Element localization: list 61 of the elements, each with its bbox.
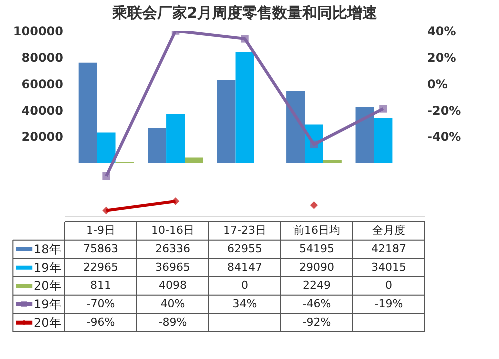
data-label: -96% xyxy=(86,316,116,329)
y2-tick-label: 20% xyxy=(428,50,456,65)
y2-tick-label: 40% xyxy=(428,24,456,38)
x-tick-label: 10-16日 xyxy=(152,224,194,238)
data-label: 34% xyxy=(232,298,258,310)
bar xyxy=(236,52,254,164)
point xyxy=(310,202,318,210)
data-label: 22965 xyxy=(84,260,118,274)
legend-label: 19年 xyxy=(34,298,62,312)
bar xyxy=(148,128,167,164)
data-label: 40% xyxy=(160,298,186,310)
data-label: 2249 xyxy=(303,279,331,292)
data-label: 34015 xyxy=(372,260,406,274)
y-tick-label: 20000 xyxy=(22,130,64,144)
x-tick-label: 1-9日 xyxy=(86,224,116,238)
data-label: -46% xyxy=(302,298,332,310)
data-label: 54195 xyxy=(300,242,334,256)
bar xyxy=(217,80,236,164)
legend-label: 20年 xyxy=(34,279,62,294)
y-tick-label: 60000 xyxy=(22,77,64,92)
point xyxy=(102,172,110,180)
data-label: 4098 xyxy=(159,279,187,292)
data-label: -92% xyxy=(302,316,332,329)
bar xyxy=(166,114,185,164)
point xyxy=(380,105,388,113)
bar xyxy=(97,132,116,164)
data-label: 811 xyxy=(90,279,112,292)
point xyxy=(310,140,318,149)
bar xyxy=(78,62,98,164)
y-tick-label: 100000 xyxy=(13,24,64,38)
y-tick-label: 80000 xyxy=(22,50,64,65)
data-label: 62955 xyxy=(228,242,262,256)
data-label: 0 xyxy=(242,279,248,292)
data-label: 75863 xyxy=(84,242,118,256)
y2-tick-label: 0% xyxy=(428,77,448,92)
data-label: 36965 xyxy=(156,260,190,274)
data-label: 84147 xyxy=(228,260,262,274)
x-tick-label: 前16日均 xyxy=(294,224,340,238)
legend-label: 19年 xyxy=(34,260,62,275)
x-tick-label: 全月度 xyxy=(372,224,406,238)
bar xyxy=(323,160,342,164)
bar xyxy=(185,158,204,164)
legend-label: 18年 xyxy=(34,242,62,256)
y-tick-label: 40000 xyxy=(22,104,64,118)
data-label: 0 xyxy=(386,279,392,292)
bar xyxy=(286,92,305,164)
legend-label: 20年 xyxy=(34,316,62,330)
data-label: -70% xyxy=(86,298,116,310)
point xyxy=(241,35,249,43)
data-label: -19% xyxy=(374,298,404,310)
y2-tick-label: -40% xyxy=(428,130,462,144)
bar xyxy=(374,118,393,164)
data-label: -89% xyxy=(158,316,188,329)
y2-tick-label: -20% xyxy=(428,104,462,118)
data-label: 26336 xyxy=(156,242,190,256)
data-label: 29090 xyxy=(300,260,334,274)
chart-title: 乘联会厂家2月周度零售数量和同比增速 xyxy=(111,4,379,22)
data-label: 42187 xyxy=(372,242,406,256)
x-tick-label: 17-23日 xyxy=(224,224,266,238)
point xyxy=(102,206,110,215)
bar xyxy=(356,107,374,164)
